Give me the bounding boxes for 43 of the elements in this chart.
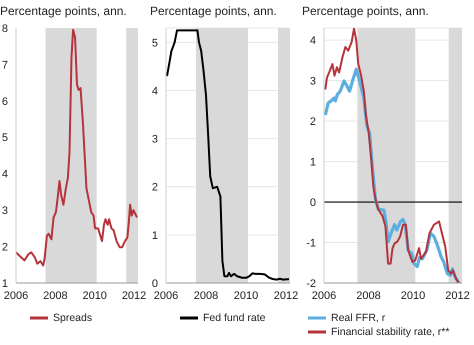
x-tick-label: 2008 <box>356 290 381 302</box>
y-tick-label: 8 <box>2 22 8 35</box>
y-tick-label: 2 <box>310 116 316 128</box>
x-tick-label: 2008 <box>43 290 68 302</box>
y-tick-label: 4 <box>310 35 316 48</box>
legend-label: Fed fund rate <box>203 312 266 324</box>
y-tick-label: 5 <box>152 37 158 50</box>
x-tick-label: 2010 <box>400 290 426 302</box>
y-tick-label: 6 <box>2 96 8 108</box>
y-tick-label: -1 <box>306 237 316 250</box>
x-tick-label: 2012 <box>445 290 470 302</box>
legend-label: Real FFR, r <box>331 312 386 324</box>
x-tick-label: 2012 <box>274 290 298 302</box>
y-tick-label: 0 <box>152 278 158 290</box>
y-tick-label: 4 <box>2 168 8 181</box>
y-tick-label: 3 <box>310 76 316 88</box>
y-tick-label: -2 <box>306 278 316 290</box>
x-tick-label: 2006 <box>4 290 28 302</box>
x-tick-label: 2010 <box>234 290 258 302</box>
legend-label: Spreads <box>53 312 92 324</box>
y-tick-label: 1 <box>2 278 8 290</box>
y-axis-title: Percentage points, ann. <box>302 4 429 18</box>
y-tick-label: 5 <box>2 132 8 144</box>
y-axis-title: Percentage points, ann. <box>0 4 127 18</box>
y-tick-label: 1 <box>152 230 158 242</box>
x-tick-label: 2010 <box>82 290 107 302</box>
y-tick-label: 2 <box>152 182 158 194</box>
x-tick-label: 2006 <box>154 290 178 302</box>
y-tick-label: 7 <box>2 59 8 72</box>
y-tick-label: 3 <box>152 134 158 146</box>
y-axis-title: Percentage points, ann. <box>150 4 277 18</box>
y-tick-label: 0 <box>310 196 316 209</box>
y-tick-label: 2 <box>2 241 8 254</box>
x-tick-label: 2006 <box>312 290 336 302</box>
y-tick-label: 3 <box>2 205 8 218</box>
y-tick-label: 1 <box>310 156 316 168</box>
x-tick-label: 2012 <box>122 290 146 302</box>
x-tick-label: 2008 <box>194 290 218 302</box>
y-tick-label: 4 <box>152 85 158 98</box>
legend-label: Financial stability rate, r** <box>331 326 450 338</box>
line-series <box>166 29 290 281</box>
line-series <box>16 28 138 267</box>
line-series <box>324 28 460 283</box>
